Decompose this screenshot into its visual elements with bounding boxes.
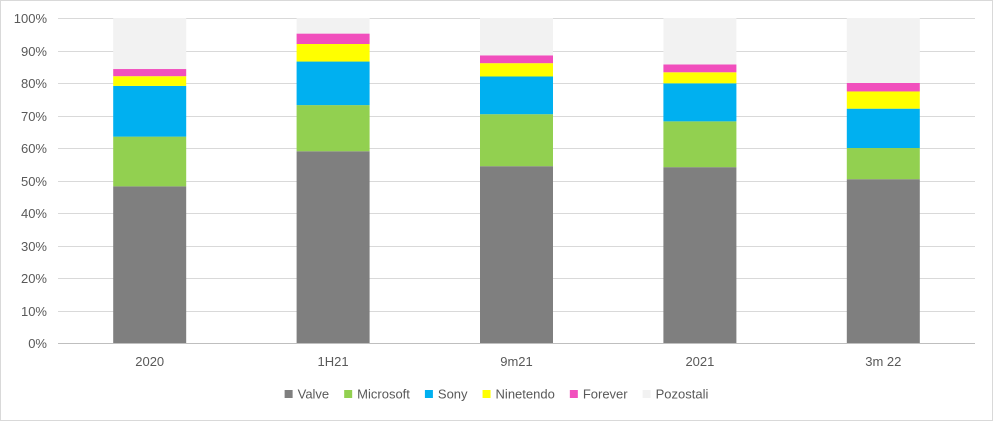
y-tick-label: 20%: [21, 271, 47, 286]
bar-segment-ninetendo: [846, 91, 920, 109]
y-axis-ticks: 0% 10% 20% 30% 40% 50% 60% 70% 80% 90% 100%: [14, 11, 48, 351]
y-tick-label: 0%: [28, 336, 47, 351]
bar-segment-microsoft: [480, 114, 553, 167]
legend-swatch-ninetendo: [482, 390, 491, 398]
bar-segment-pozostali: [846, 18, 920, 83]
legend-swatch-valve: [284, 390, 293, 398]
bar-segment-ninetendo: [480, 63, 553, 77]
legend-label-pozostali: Pozostali: [656, 387, 709, 402]
bar-segment-sony: [113, 85, 187, 137]
legend-label-microsoft: Microsoft: [357, 387, 410, 402]
bar-segment-sony: [663, 83, 737, 122]
x-tick-label: 9m21: [500, 354, 533, 369]
legend-label-sony: Sony: [438, 387, 468, 402]
bar-segment-forever: [296, 33, 370, 44]
x-tick-label: 2021: [685, 354, 714, 369]
bar-segment-valve: [113, 186, 187, 343]
y-tick-label: 10%: [21, 304, 47, 319]
y-tick-label: 90%: [21, 44, 47, 59]
bar-segment-sony: [846, 108, 920, 148]
bar-segment-microsoft: [663, 121, 737, 168]
y-tick-label: 30%: [21, 239, 47, 254]
y-tick-label: 40%: [21, 206, 47, 221]
bar-segment-pozostali: [113, 18, 187, 70]
x-axis-ticks: 2020 1H21 9m21 2021 3m 22: [135, 354, 901, 369]
bar-segment-forever: [846, 83, 920, 92]
legend-label-forever: Forever: [583, 387, 628, 402]
bar-segment-microsoft: [296, 105, 370, 152]
y-tick-label: 80%: [21, 76, 47, 91]
bar-segment-pozostali: [663, 18, 737, 65]
bar-segment-forever: [113, 69, 187, 77]
bar-segment-forever: [480, 55, 553, 64]
legend-swatch-microsoft: [344, 390, 353, 398]
bar-segment-pozostali: [480, 18, 553, 56]
y-tick-label: 100%: [14, 11, 48, 26]
legend-swatch-sony: [424, 390, 433, 398]
x-tick-label: 1H21: [318, 354, 349, 369]
bar-segment-ninetendo: [296, 44, 370, 62]
bar-segment-microsoft: [846, 148, 920, 180]
bar-segment-forever: [663, 64, 737, 73]
bar-segment-pozostali: [296, 18, 370, 34]
x-tick-label: 2020: [135, 354, 164, 369]
bars: [113, 18, 920, 343]
legend: Valve Microsoft Sony Ninetendo Forever Pozost…: [284, 387, 709, 402]
bar-segment-microsoft: [113, 136, 187, 187]
bar-segment-sony: [296, 61, 370, 106]
y-tick-label: 70%: [21, 109, 47, 124]
legend-label-valve: Valve: [298, 387, 330, 402]
legend-swatch-forever: [569, 390, 578, 398]
y-tick-label: 50%: [21, 174, 47, 189]
bar-segment-valve: [663, 167, 737, 343]
bar-segment-valve: [846, 179, 920, 343]
x-tick-label: 3m 22: [865, 354, 901, 369]
bar-segment-valve: [296, 151, 370, 343]
bar-segment-valve: [480, 166, 553, 343]
bar-segment-ninetendo: [113, 76, 187, 86]
bar-segment-ninetendo: [663, 72, 737, 84]
legend-label-ninetendo: Ninetendo: [496, 387, 555, 402]
y-tick-label: 60%: [21, 141, 47, 156]
legend-swatch-pozostali: [642, 390, 651, 398]
bar-segment-sony: [480, 76, 553, 115]
